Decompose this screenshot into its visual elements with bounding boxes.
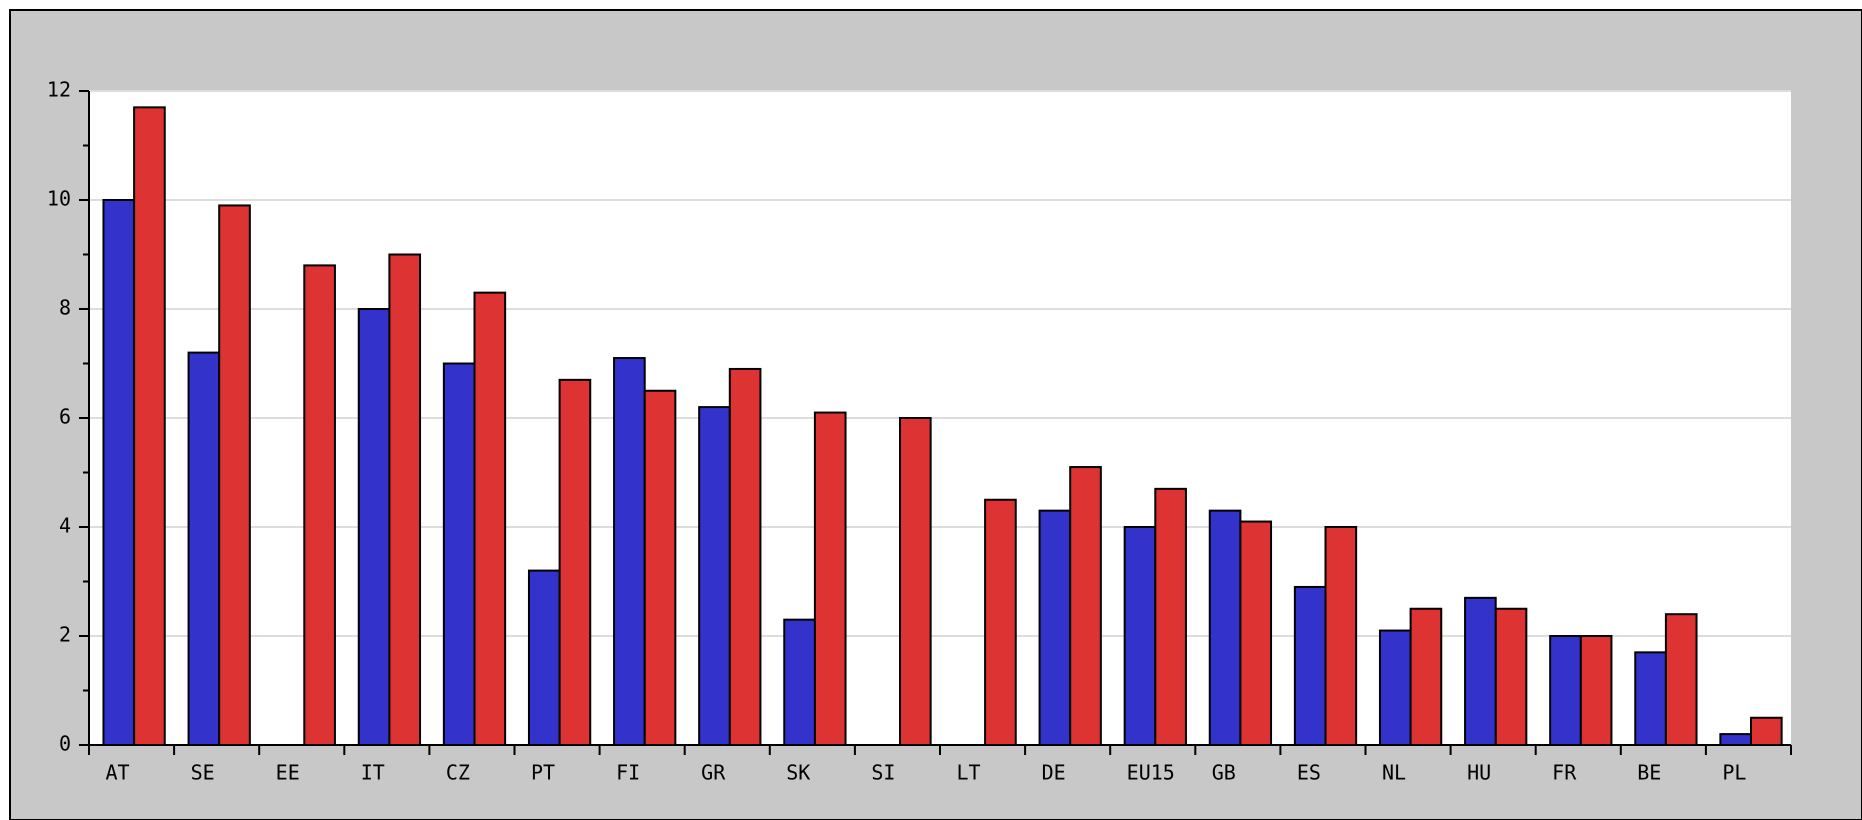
bar (1069, 466, 1102, 746)
bar (1549, 635, 1582, 746)
bar (558, 378, 592, 746)
bar (1123, 526, 1157, 746)
bar (1634, 651, 1667, 746)
x-tick-label: SK (786, 761, 810, 785)
bar (1664, 613, 1698, 747)
bar (218, 204, 251, 746)
y-tick-label: 10 (47, 187, 71, 211)
x-tick-label: PL (1722, 761, 1746, 785)
x-tick-label: PT (531, 761, 555, 785)
bar (1464, 596, 1497, 746)
y-tick-label: 8 (59, 296, 71, 320)
bar (1208, 509, 1242, 746)
x-tick-label: EE (276, 761, 300, 785)
bar (813, 411, 847, 746)
y-tick-label: 6 (59, 405, 71, 429)
x-tick-label: NL (1382, 761, 1406, 785)
bar (1324, 526, 1358, 746)
bar (783, 618, 816, 747)
bar (133, 106, 166, 747)
bar (1750, 716, 1783, 746)
x-tick-label: AT (105, 761, 129, 785)
x-tick-label: SI (871, 761, 895, 785)
bar (613, 357, 646, 746)
bar (1494, 607, 1528, 746)
y-tick-label: 2 (59, 623, 71, 647)
x-tick-label: DE (1042, 761, 1066, 785)
x-tick-label: ES (1297, 761, 1321, 785)
bar (984, 498, 1017, 746)
x-tick-label: GB (1212, 761, 1236, 785)
bar (1038, 509, 1072, 746)
x-tick-label: FI (616, 761, 640, 785)
bar (1579, 635, 1613, 746)
x-tick-label: HU (1467, 761, 1491, 785)
y-tick-label: 12 (47, 78, 71, 102)
bar (1409, 607, 1443, 746)
bar (643, 389, 677, 746)
bar (527, 569, 561, 746)
x-tick-label: GR (701, 761, 726, 785)
bar (728, 367, 762, 746)
bar (303, 264, 336, 746)
bar (388, 253, 422, 746)
x-tick-label: CZ (446, 761, 470, 785)
bar (473, 291, 507, 746)
bar (1239, 520, 1273, 746)
y-tick-label: 4 (59, 514, 71, 538)
x-tick-label: BE (1637, 761, 1661, 785)
x-tick-label: SE (191, 761, 215, 785)
bar (899, 417, 932, 746)
bar (698, 406, 731, 746)
bar (102, 199, 136, 746)
x-tick-label: IT (361, 761, 385, 785)
y-tick-label: 0 (59, 732, 71, 756)
x-tick-label: EU15 (1127, 761, 1175, 785)
bar (1378, 629, 1412, 746)
bar (357, 308, 391, 746)
bar (442, 362, 476, 746)
bar (1719, 733, 1753, 746)
bar (1154, 487, 1187, 746)
x-tick-label: LT (956, 761, 980, 785)
x-tick-label: FR (1552, 761, 1577, 785)
bar (187, 351, 221, 746)
bar (1293, 585, 1327, 747)
